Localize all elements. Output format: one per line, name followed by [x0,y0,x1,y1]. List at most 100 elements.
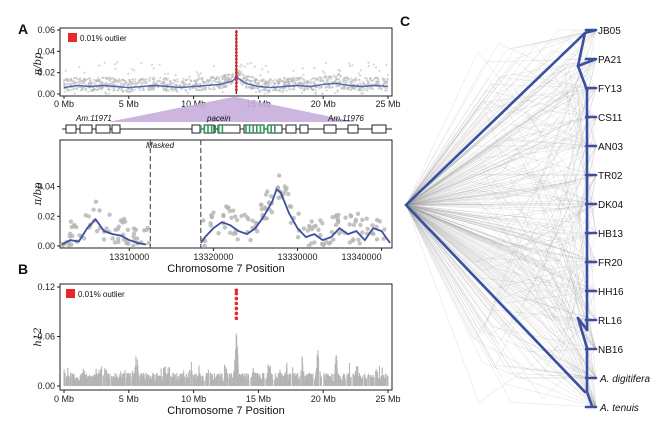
tree-cloud-line [405,29,597,336]
pi-point [205,82,208,85]
tree-cloud-line [405,204,597,379]
pi-point [150,63,154,66]
pi-point [360,217,365,222]
pi-point [122,83,125,86]
pi-point [116,236,121,241]
pi-point [329,86,332,89]
coding-exon [218,125,220,133]
pi-point [91,207,96,212]
x-tick-label: 15 Mb [246,394,271,404]
pi-point [182,83,186,86]
tree-cloud-line [405,72,597,206]
pi-point [231,81,234,85]
pi-point [271,79,274,83]
pi-point [116,61,119,64]
pi-point [334,213,339,218]
pi-point [96,78,99,82]
tree-cloud-line [405,58,597,206]
pi-point [70,79,73,83]
pi-point [284,186,289,191]
pi-point [365,226,370,232]
pi-point [238,69,241,72]
pi-point [285,89,288,92]
pi-point [339,74,342,77]
tree-cloud-line [405,174,597,268]
tree-cloud-line [405,62,597,206]
tree-leaf-label: RL16 [598,316,622,327]
tree-cloud-line [405,29,597,206]
pi-point [188,82,191,85]
pi-point [194,81,198,84]
pi-point [223,77,226,80]
pi-point [234,217,240,223]
pi-point [153,81,156,84]
gene-label-am11971: Am.11971 [75,114,112,123]
pi-point [148,88,151,91]
tree-cloud-line [405,163,597,206]
pi-point [72,88,75,91]
pi-point [253,65,256,68]
pi-point [351,222,357,228]
pi-point [142,86,145,89]
pi-point [334,92,337,95]
pi-point [176,80,179,83]
exon-box [347,124,359,134]
tree-cloud-line [405,204,597,408]
tree-branch [404,31,587,207]
exon-box [95,124,111,134]
pi-point [306,243,312,248]
pi-point [229,215,234,220]
pi-point [164,88,167,91]
pi-point [197,77,200,80]
tree-cloud-line [405,204,597,379]
panel-a-letter: A [18,21,28,37]
tree-cloud-line [405,204,597,379]
pi-point [250,62,253,65]
pi-point [118,87,121,90]
pi-point [217,77,220,80]
pi-point [243,65,246,68]
tree-cloud-line [405,204,597,379]
pi-point [365,89,369,92]
gene-label-pacein: pacein [206,114,231,123]
pi-point [136,82,139,85]
tree-cloud-line [405,204,597,350]
tree-cloud-line [405,203,597,313]
tree-cloud-line [405,203,597,248]
pi-point [320,76,323,79]
tree-cloud-line [405,87,597,206]
pi-point [338,73,341,76]
pi-point [92,78,95,81]
pi-point [259,202,264,208]
x-tick-label: 20 Mb [311,394,336,404]
exon-box [79,124,93,134]
pi-point [107,92,111,95]
pi-point [284,82,287,85]
outlier-point [234,47,238,51]
y-tick-label: 0.02 [37,211,55,221]
tree-leaf-label: CS11 [598,113,623,124]
tree-cloud-line [405,204,597,263]
tree-cloud-line [405,29,597,219]
pi-point [94,228,100,234]
pi-point [194,86,197,89]
tree-cloud-line [405,116,597,206]
pi-point [257,82,260,85]
pi-point [237,73,240,76]
pi-point [129,83,132,86]
panel-b-y-ticks: 0.00 0.06 0.12 [37,282,60,391]
pi-point [344,85,347,88]
tree-leaf-label: DK04 [598,200,623,211]
tree-cloud-line [405,204,597,248]
pi-point [293,87,296,90]
pi-point [99,86,103,89]
coding-exon [248,125,251,133]
pi-point [336,231,342,236]
tree-cloud-line [405,204,597,321]
tree-cloud-line [405,87,597,206]
pi-point [111,86,114,89]
pi-point [97,88,100,91]
tree-branch [404,203,587,394]
pi-point [199,89,202,92]
pi-point [319,79,322,83]
